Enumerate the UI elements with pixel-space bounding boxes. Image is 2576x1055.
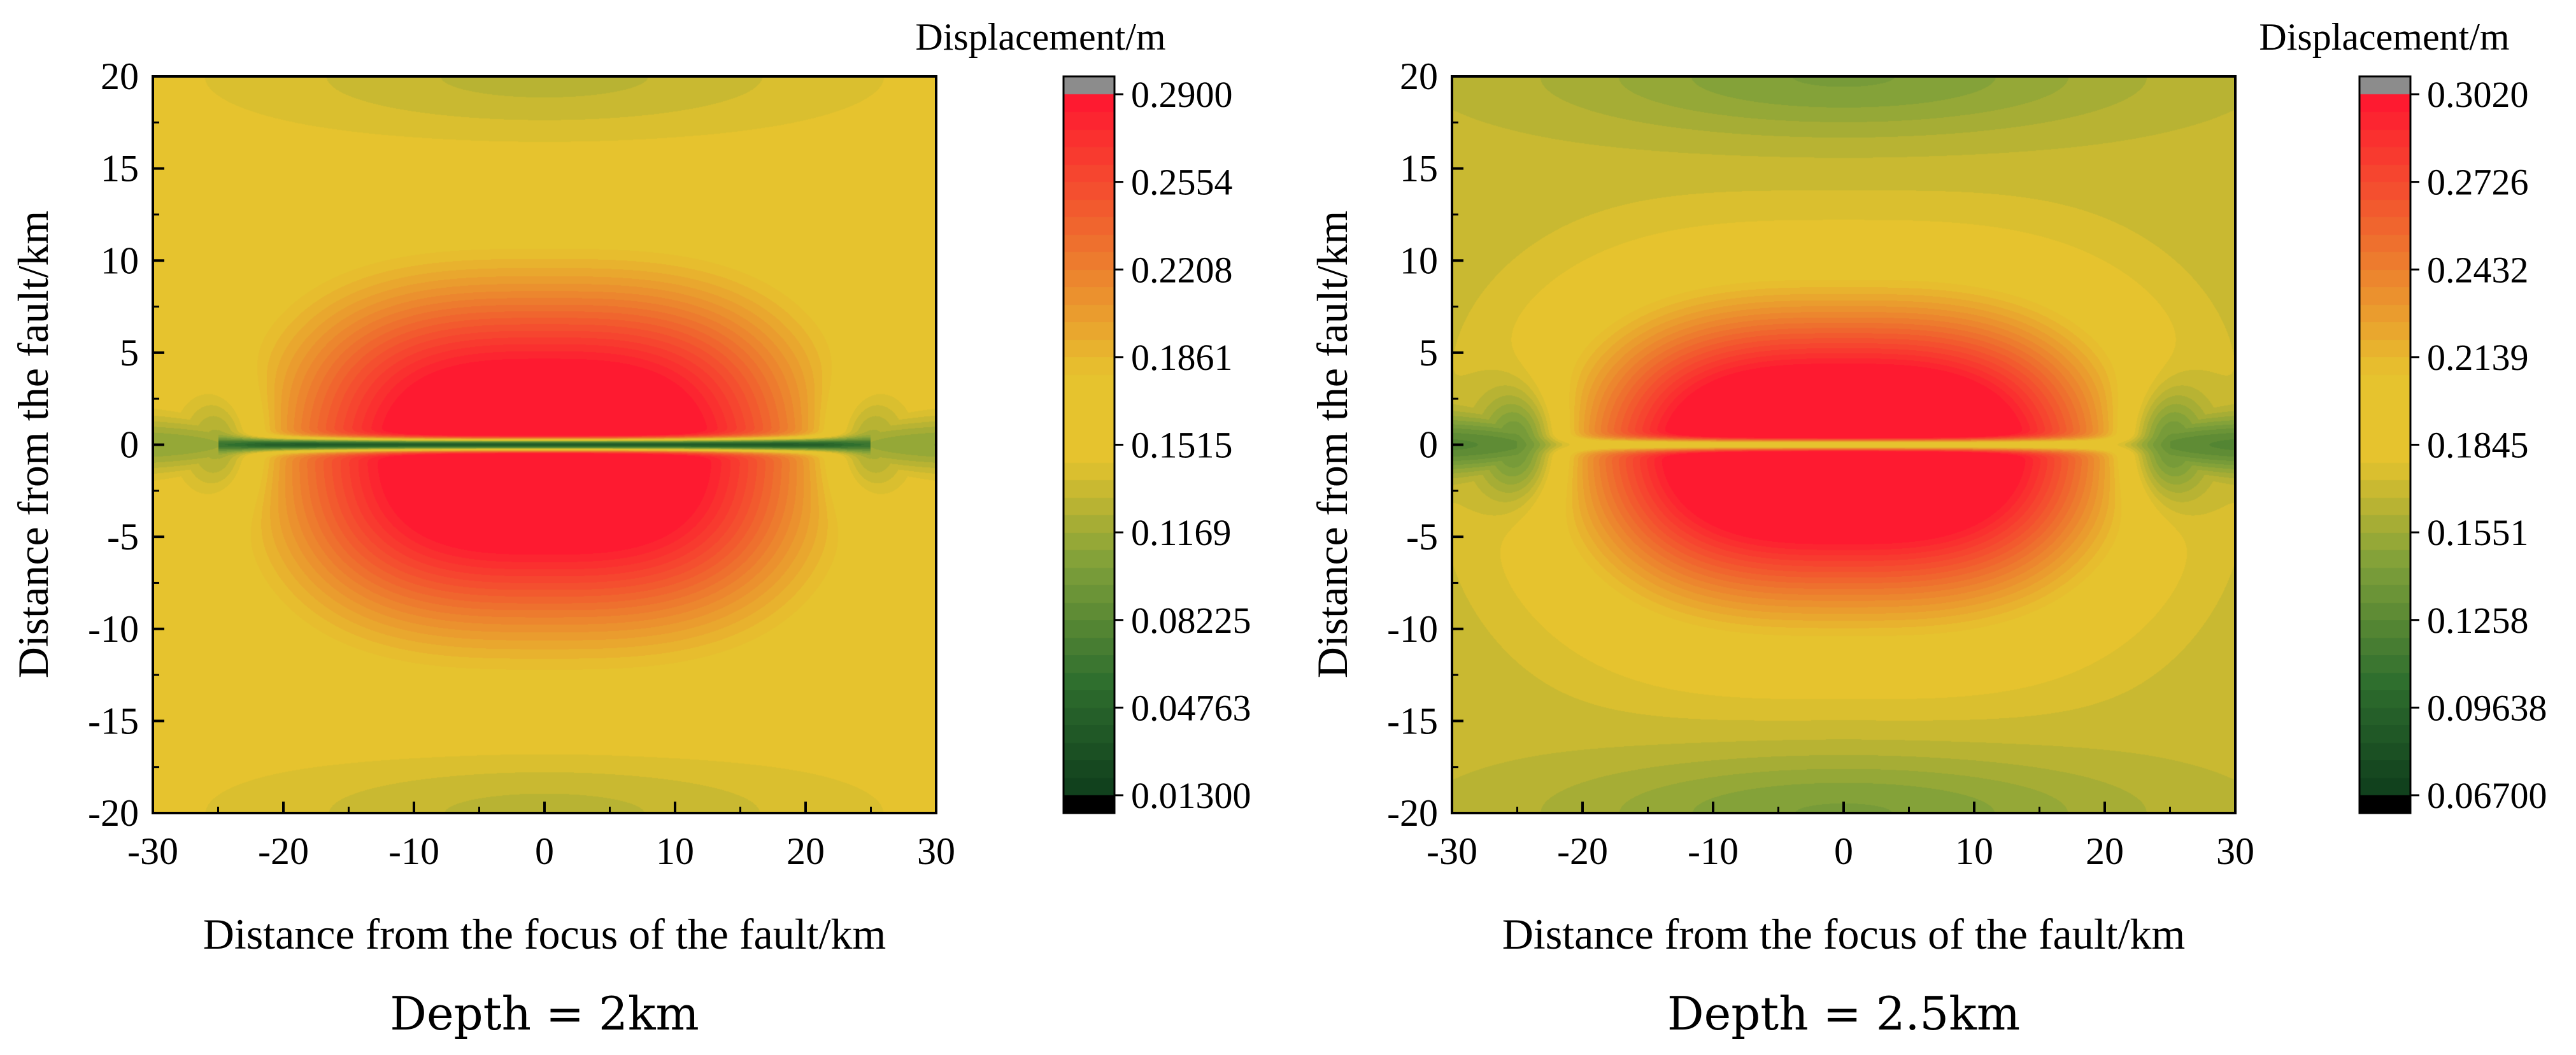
x-tick-label: 10	[1955, 830, 1993, 872]
y-tick-label: 5	[120, 332, 139, 374]
colorbar-tick-label: 0.2900	[1131, 74, 1233, 115]
colorbar-tick-label: 0.1258	[2427, 600, 2529, 641]
colorbar-ticks: 0.2900 0.2554 0.2208 0.1861 0.1515 0.1169 0.08…	[1114, 74, 1251, 816]
colorbar-tick-label: 0.2554	[1131, 162, 1233, 203]
panel-caption: Depth = 2km	[390, 987, 699, 1040]
x-tick-label: -30	[127, 830, 178, 872]
heatmap-plot-area	[1452, 76, 2235, 813]
y-tick-label: 15	[1400, 148, 1438, 190]
colorbar-title: Displacement/m	[2259, 16, 2509, 58]
y-tick-label: -15	[1387, 700, 1438, 742]
colorbar-tick-label: 0.1861	[1131, 337, 1233, 378]
y-tick-label: -10	[88, 608, 139, 650]
y-tick-label: 20	[1400, 55, 1438, 97]
colorbar-tick-label: 0.06700	[2427, 775, 2547, 816]
x-ticks: -30 -20 -10 0 10 20 30	[127, 802, 955, 872]
colorbar-ticks: 0.3020 0.2726 0.2432 0.2139 0.1845 0.1551 0.12…	[2410, 74, 2547, 816]
colorbar-tick-label: 0.1551	[2427, 512, 2529, 553]
y-tick-label: 10	[1400, 239, 1438, 281]
x-tick-label: 20	[2086, 830, 2124, 872]
x-tick-label: -20	[258, 830, 309, 872]
x-tick-label: -10	[1688, 830, 1739, 872]
x-tick-label: 10	[656, 830, 694, 872]
y-tick-label: 10	[101, 239, 139, 281]
y-axis-label: Distance from the fault/km	[9, 211, 57, 679]
colorbar-tick-label: 0.1845	[2427, 425, 2529, 466]
y-tick-label: -15	[88, 700, 139, 742]
x-axis-label: Distance from the focus of the fault/km	[203, 910, 886, 958]
y-axis-label: Distance from the fault/km	[1308, 211, 1356, 679]
y-tick-label: -10	[1387, 608, 1438, 650]
panel-caption: Depth = 2.5km	[1667, 987, 2020, 1040]
x-tick-label: 0	[535, 830, 554, 872]
colorbar-title: Displacement/m	[915, 16, 1165, 58]
x-ticks: -30 -20 -10 0 10 20 30	[1427, 802, 2254, 872]
y-tick-label: 20	[101, 55, 139, 97]
colorbar-tick-label: 0.2432	[2427, 249, 2529, 290]
x-tick-label: 20	[786, 830, 825, 872]
colorbar-tick-label: 0.1515	[1131, 425, 1233, 466]
y-tick-label: 0	[1419, 424, 1438, 466]
colorbar-tick-label: 0.04763	[1131, 687, 1251, 728]
colorbar-tick-label: 0.01300	[1131, 775, 1251, 816]
x-tick-label: 0	[1834, 830, 1853, 872]
y-tick-label: -5	[107, 516, 139, 558]
x-tick-label: -20	[1557, 830, 1608, 872]
y-tick-label: -20	[88, 792, 139, 834]
y-tick-label: 15	[101, 148, 139, 190]
colorbar-tick-label: 0.2208	[1131, 249, 1233, 290]
colorbar-tick-label: 0.08225	[1131, 600, 1251, 641]
y-ticks: 20 15 10 5 0 -5 -10 -15 -20	[88, 55, 164, 834]
x-tick-label: 30	[917, 830, 955, 872]
y-ticks: 20 15 10 5 0 -5 -10 -15 -20	[1387, 55, 1463, 834]
colorbar-tick-label: 0.09638	[2427, 687, 2547, 728]
y-tick-label: 5	[1419, 332, 1438, 374]
colorbar-tick-label: 0.3020	[2427, 74, 2529, 115]
x-tick-label: -10	[388, 830, 439, 872]
x-axis-label: Distance from the focus of the fault/km	[1502, 910, 2186, 958]
colorbar	[2359, 76, 2410, 813]
y-tick-label: -5	[1406, 516, 1438, 558]
colorbar-tick-label: 0.1169	[1131, 512, 1231, 553]
colorbar-tick-label: 0.2139	[2427, 337, 2529, 378]
y-tick-label: -20	[1387, 792, 1438, 834]
x-tick-label: -30	[1427, 830, 1477, 872]
colorbar-tick-label: 0.2726	[2427, 162, 2529, 203]
y-tick-label: 0	[120, 424, 139, 466]
colorbar	[1064, 76, 1114, 813]
heatmap-plot-area	[153, 76, 936, 813]
x-tick-label: 30	[2216, 830, 2254, 872]
